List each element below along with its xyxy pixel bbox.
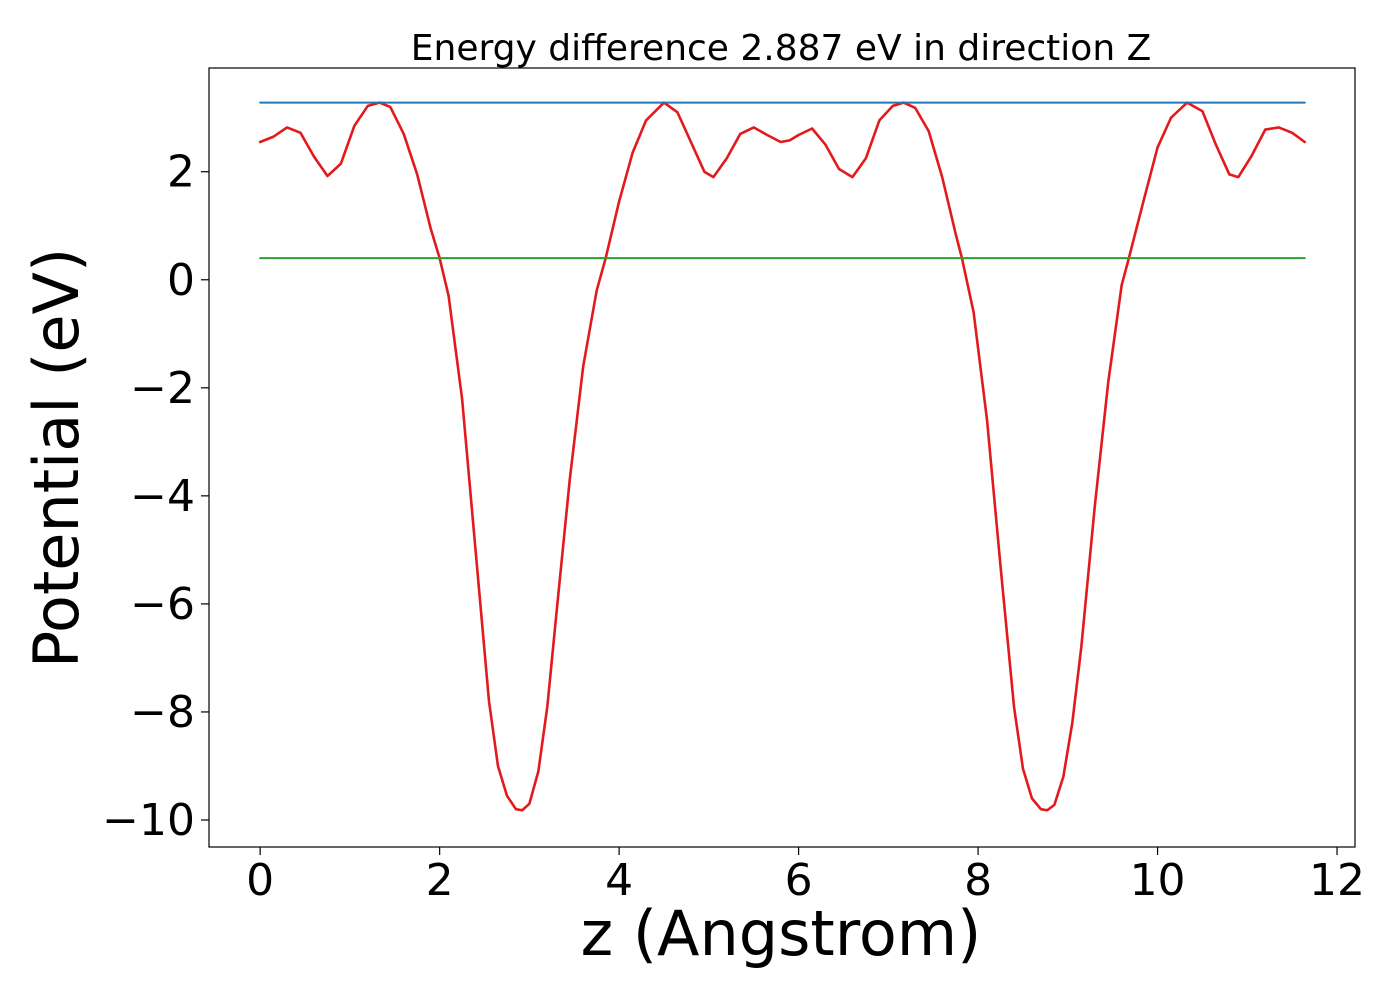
- chart-title: Energy difference 2.887 eV in direction …: [411, 28, 1152, 69]
- x-tick-label: 2: [426, 855, 454, 906]
- y-tick-label: −4: [130, 471, 195, 522]
- x-tick-label: 4: [605, 855, 633, 906]
- x-tick-label: 10: [1130, 855, 1186, 906]
- x-axis-label: z (Angstrom): [581, 897, 982, 970]
- y-tick-label: −6: [130, 579, 195, 630]
- y-tick-label: −10: [102, 795, 195, 846]
- x-tick-label: 12: [1309, 855, 1365, 906]
- x-axis-ticks: 0 2 4 6 8 10 12: [246, 847, 1365, 906]
- y-tick-label: 2: [167, 147, 195, 198]
- series-layer: [258, 101, 1307, 812]
- plot-frame: [208, 67, 1356, 848]
- y-tick-label: −8: [130, 687, 195, 738]
- y-axis-ticks: 2 0 −2 −4 −6 −8 −10: [102, 147, 209, 846]
- x-tick-label: 6: [785, 855, 813, 906]
- y-tick-label: 0: [167, 255, 195, 306]
- x-tick-label: 0: [246, 855, 274, 906]
- x-tick-label: 8: [964, 855, 992, 906]
- y-tick-label: −2: [130, 363, 195, 414]
- series-line-1: [258, 101, 1307, 812]
- y-axis-label: Potential (eV): [20, 248, 93, 668]
